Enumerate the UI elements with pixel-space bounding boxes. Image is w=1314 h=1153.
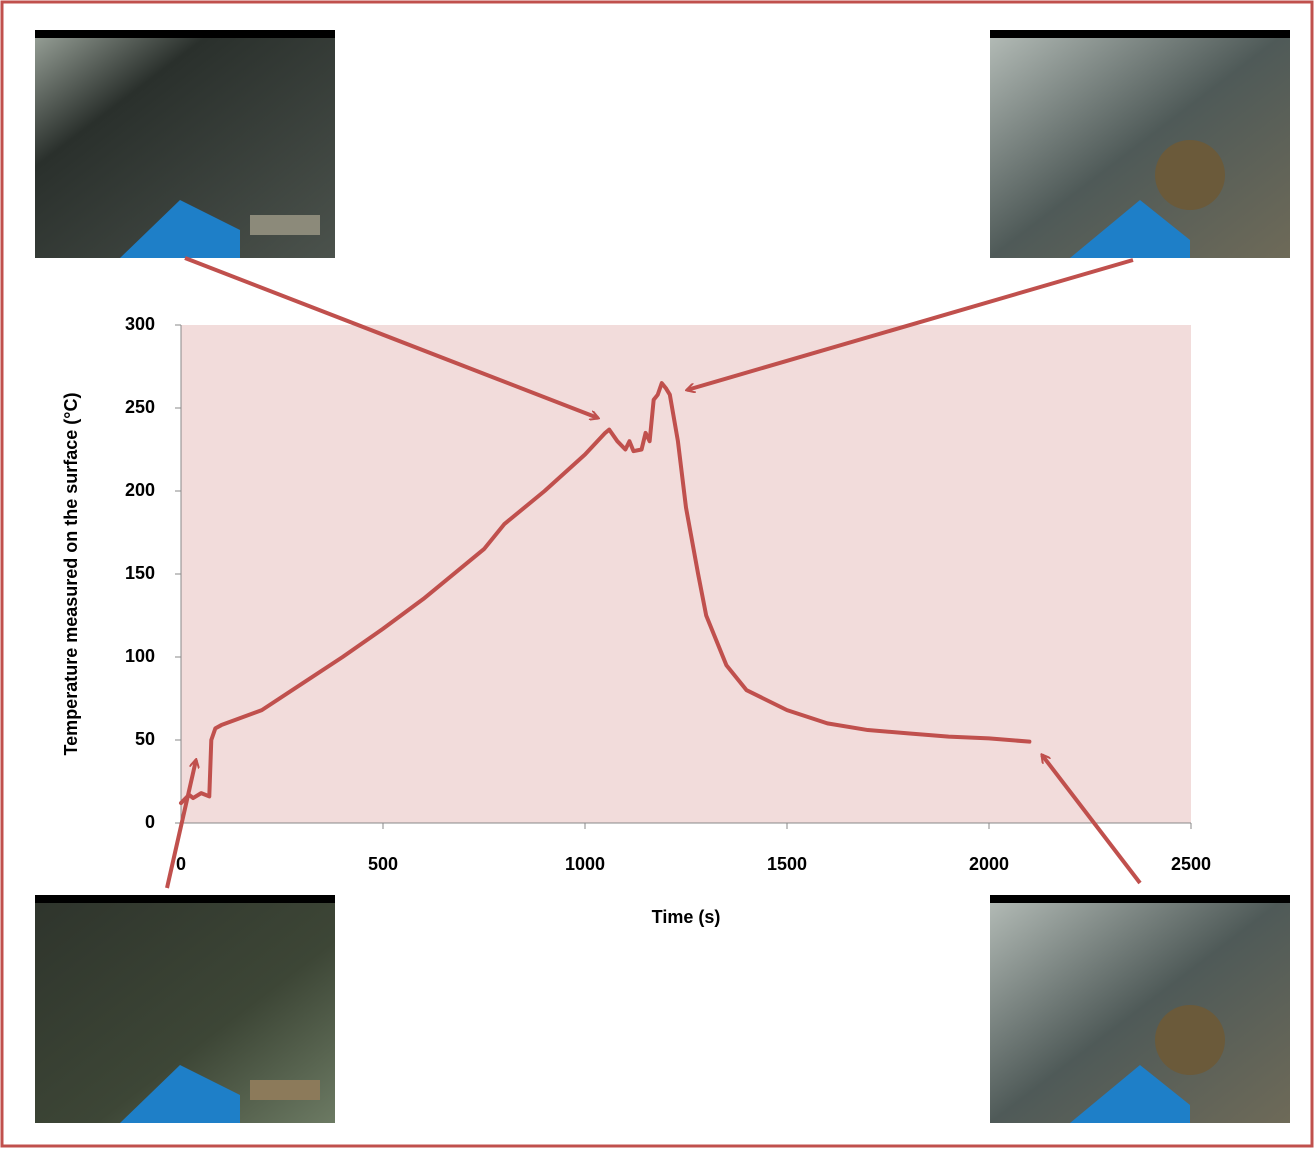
y-tick-label: 0 bbox=[145, 812, 155, 832]
photo bbox=[990, 30, 1290, 258]
x-tick-label: 2500 bbox=[1171, 854, 1211, 874]
y-tick-label: 300 bbox=[125, 314, 155, 334]
plot-area bbox=[181, 325, 1191, 823]
x-axis-title: Time (s) bbox=[652, 907, 721, 927]
y-tick-label: 250 bbox=[125, 397, 155, 417]
x-tick-label: 1500 bbox=[767, 854, 807, 874]
photo bbox=[35, 30, 335, 258]
x-tick-label: 2000 bbox=[969, 854, 1009, 874]
photo bbox=[35, 895, 335, 1123]
x-tick-label: 500 bbox=[368, 854, 398, 874]
y-axis-title: Temperature measured on the surface (°C) bbox=[61, 393, 81, 756]
x-tick-label: 1000 bbox=[565, 854, 605, 874]
x-tick-label: 0 bbox=[176, 854, 186, 874]
arrows bbox=[165, 256, 1142, 889]
y-tick-label: 150 bbox=[125, 563, 155, 583]
y-tick-label: 50 bbox=[135, 729, 155, 749]
y-tick-label: 100 bbox=[125, 646, 155, 666]
y-tick-label: 200 bbox=[125, 480, 155, 500]
photo bbox=[990, 895, 1290, 1123]
data-line bbox=[179, 381, 1032, 806]
